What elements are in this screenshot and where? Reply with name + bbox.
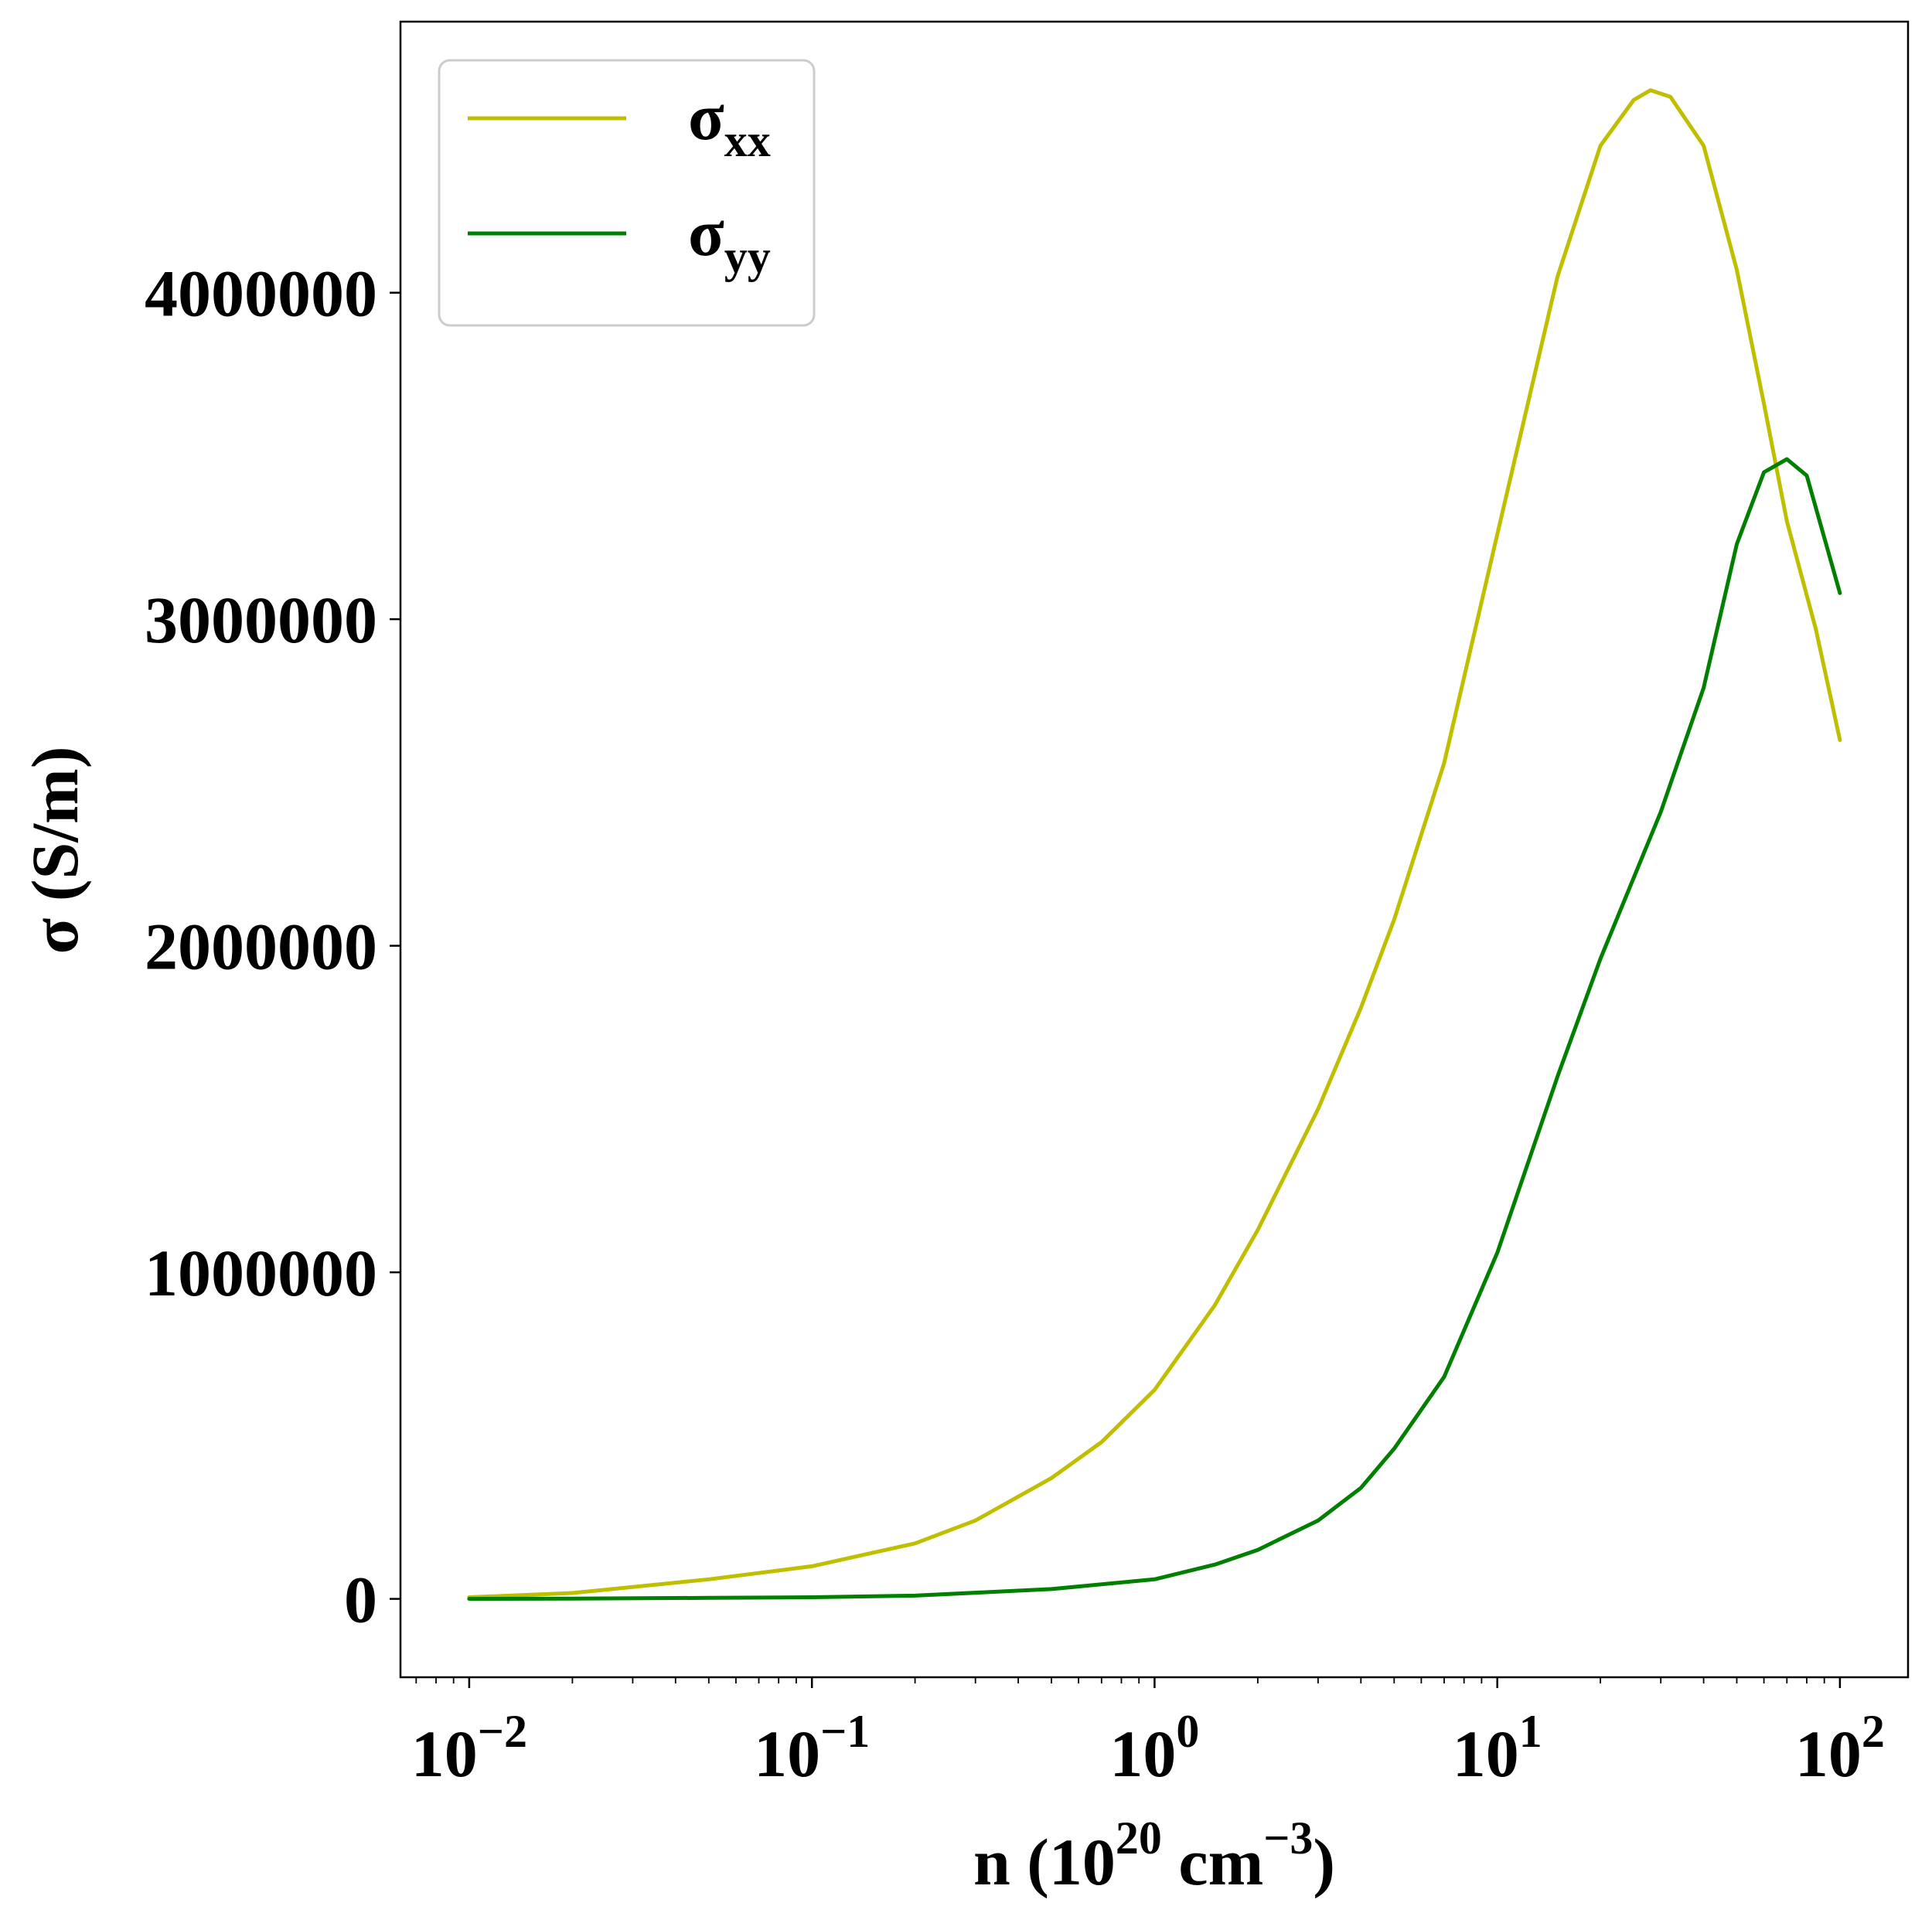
x-axis-label-pre: n (10 (973, 1825, 1116, 1899)
x-tick-label: 102 (1795, 1706, 1885, 1791)
x-tick-label-exponent: 2 (1862, 1706, 1885, 1757)
legend-box (438, 59, 816, 327)
x-tick-label-base: 10 (1453, 1717, 1519, 1791)
legend-label-sigma-xx-subscript: xx (724, 115, 771, 166)
x-axis-label-post: ) (1313, 1825, 1335, 1899)
series-line-sigma-yy (467, 457, 1842, 1602)
legend-label-sigma-xx-symbol: σ (688, 80, 724, 154)
legend-label-sigma-xx: σxx (688, 80, 771, 166)
x-tick-label-base: 10 (754, 1717, 820, 1791)
y-tick-label: 3000000 (145, 583, 377, 657)
legend-label-sigma-yy-symbol: σ (688, 196, 724, 270)
x-tick-label-base: 10 (411, 1717, 478, 1791)
series-layer (467, 88, 1842, 1602)
x-axis: 10−2 10−1 100 101 102 (411, 1677, 1885, 1791)
y-tick-label: 1000000 (145, 1236, 377, 1310)
legend-label-sigma-yy-subscript: yy (724, 231, 771, 282)
x-tick-label: 100 (1109, 1706, 1199, 1791)
x-axis-label-sup1: 20 (1116, 1813, 1162, 1864)
y-tick-label: 0 (344, 1563, 377, 1637)
x-tick-label: 10−2 (411, 1706, 527, 1791)
y-axis: 0 1000000 2000000 3000000 4000000 (145, 257, 400, 1637)
x-tick-label: 101 (1453, 1706, 1542, 1791)
x-tick-label-base: 10 (1109, 1717, 1176, 1791)
legend-label-sigma-yy: σyy (688, 196, 771, 282)
x-tick-label-exponent: 0 (1176, 1706, 1199, 1757)
x-tick-label-exponent: 1 (1519, 1706, 1542, 1757)
series-line-sigma-xx (467, 88, 1842, 1599)
x-axis-label-sup2: −3 (1263, 1813, 1313, 1864)
y-tick-label: 2000000 (145, 910, 377, 984)
x-axis-label: n (1020 cm−3) (973, 1813, 1335, 1899)
x-tick-label: 10−1 (754, 1706, 870, 1791)
x-tick-label-exponent: −2 (478, 1706, 527, 1757)
x-tick-label-exponent: −1 (820, 1706, 870, 1757)
y-axis-label: σ (S/m) (18, 747, 92, 955)
legend: σxx σyy (438, 59, 816, 327)
y-tick-label: 4000000 (145, 257, 377, 331)
x-axis-label-mid: cm (1162, 1825, 1263, 1899)
x-tick-label-base: 10 (1795, 1717, 1862, 1791)
